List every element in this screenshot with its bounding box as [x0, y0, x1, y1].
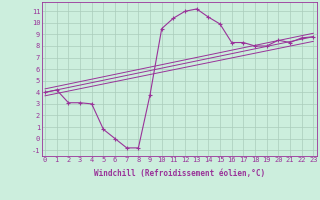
X-axis label: Windchill (Refroidissement éolien,°C): Windchill (Refroidissement éolien,°C) — [94, 169, 265, 178]
